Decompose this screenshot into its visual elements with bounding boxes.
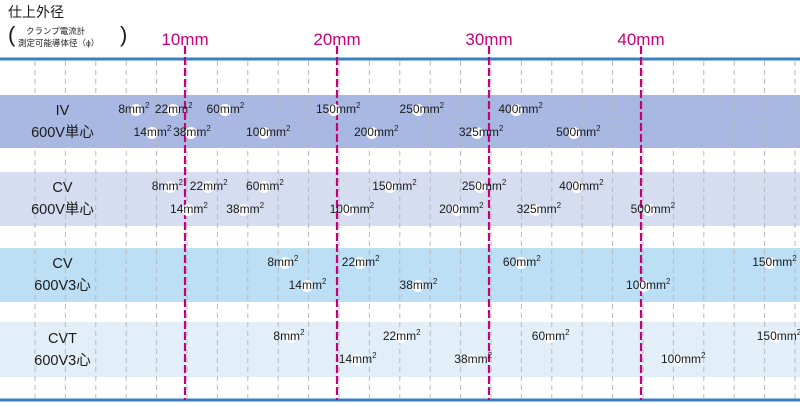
conductor-marker <box>341 204 354 216</box>
conductor-marker <box>514 257 527 269</box>
conductor-marker <box>327 104 340 116</box>
tick-label: 30mm <box>465 30 513 49</box>
conductor-size-label: 60mm2 <box>206 101 245 116</box>
cable-band <box>0 248 800 302</box>
conductor-marker <box>642 204 655 216</box>
conductor-size-label: 400mm2 <box>498 101 543 116</box>
outer-diameter-title: 仕上外径 <box>8 4 64 20</box>
cable-voltage-name: 600V3心 <box>34 278 91 294</box>
cable-voltage-name: 600V3心 <box>34 352 91 369</box>
conductor-size-label: 8mm2 <box>273 328 305 343</box>
conductor-size-label: 60mm2 <box>531 328 570 343</box>
conductor-marker <box>543 331 556 343</box>
conductor-size-label: 150mm2 <box>752 254 797 269</box>
conductor-marker <box>185 127 198 139</box>
tick-label: 10mm <box>161 30 209 49</box>
conductor-size-label: 60mm2 <box>246 178 284 193</box>
conductor-size-label: 500mm2 <box>630 201 676 216</box>
conductor-marker <box>130 104 143 116</box>
conductor-marker <box>218 104 231 116</box>
cable-band <box>0 95 800 148</box>
conductor-marker <box>470 127 483 139</box>
measurable-diameter-label: 測定可能導体径（ϕ） <box>18 38 100 48</box>
conductor-marker <box>145 127 158 139</box>
conductor-marker <box>238 204 251 216</box>
conductor-marker <box>300 280 313 292</box>
conductor-marker <box>571 181 584 193</box>
conductor-size-label: 200mm2 <box>353 124 399 139</box>
conductor-size-label: 325mm2 <box>516 201 562 216</box>
conductor-marker <box>201 181 214 193</box>
conductor-size-label: 325mm2 <box>458 124 504 139</box>
conductor-marker <box>411 280 424 292</box>
conductor-size-label: 22mm2 <box>382 328 421 343</box>
conductor-marker <box>394 331 407 343</box>
cable-type-name: CV <box>52 180 73 196</box>
cable-voltage-name: 600V単心 <box>31 202 94 218</box>
tick-label: 40mm <box>617 30 665 49</box>
conductor-size-label: 150mm2 <box>315 101 361 116</box>
conductor-size-label: 22mm2 <box>154 101 193 116</box>
cable-type-name: CV <box>52 256 73 272</box>
conductor-size-label: 38mm2 <box>454 351 493 366</box>
conductor-marker <box>528 204 541 216</box>
conductor-size-label: 38mm2 <box>399 277 438 292</box>
close-paren: ) <box>120 22 128 47</box>
conductor-marker <box>768 331 781 343</box>
conductor-marker <box>764 257 777 269</box>
conductor-size-label: 22mm2 <box>189 178 228 193</box>
conductor-marker <box>673 354 685 366</box>
conductor-marker <box>510 104 523 116</box>
conductor-size-label: 38mm2 <box>173 124 211 139</box>
conductor-size-label: 250mm2 <box>461 178 507 193</box>
cable-type-name: CVT <box>48 330 77 347</box>
cable-type-name: IV <box>55 102 70 119</box>
conductor-marker <box>568 127 581 139</box>
conductor-size-label: 100mm2 <box>626 277 671 292</box>
conductor-size-label: 38mm2 <box>226 201 265 216</box>
conductor-size-label: 150mm2 <box>756 328 800 343</box>
conductor-size-label: 8mm2 <box>151 178 183 193</box>
conductor-size-label: 22mm2 <box>341 254 380 269</box>
conductor-size-label: 100mm2 <box>661 351 706 366</box>
conductor-marker <box>365 127 378 139</box>
conductor-marker <box>182 204 195 216</box>
conductor-marker <box>279 257 292 269</box>
conductor-marker <box>163 181 176 193</box>
clamp-meter-label: クランプ電流計 <box>26 26 86 36</box>
conductor-size-label: 14mm2 <box>288 277 327 292</box>
conductor-size-label: 100mm2 <box>246 124 291 139</box>
conductor-size-label: 250mm2 <box>399 101 445 116</box>
conductor-marker <box>258 181 271 193</box>
conductor-size-label: 400mm2 <box>559 178 604 193</box>
conductor-size-label: 60mm2 <box>502 254 541 269</box>
conductor-size-label: 200mm2 <box>439 201 484 216</box>
conductor-marker <box>353 257 366 269</box>
conductor-marker <box>166 104 179 116</box>
conductor-size-label: 14mm2 <box>170 201 208 216</box>
conductor-marker <box>411 104 424 116</box>
conductor-size-label: 8mm2 <box>118 101 150 116</box>
conductor-size-label: 14mm2 <box>338 351 377 366</box>
conductor-marker <box>638 280 651 292</box>
conductor-marker <box>473 181 486 193</box>
cable-voltage-name: 600V単心 <box>31 124 94 141</box>
conductor-size-label: 100mm2 <box>329 201 375 216</box>
conductor-size-label: 500mm2 <box>556 124 601 139</box>
conductor-marker <box>466 354 479 366</box>
conductor-size-label: 14mm2 <box>133 124 172 139</box>
conductor-marker <box>451 204 464 216</box>
conductor-size-label: 8mm2 <box>267 254 299 269</box>
conductor-marker <box>285 331 298 343</box>
tick-label: 20mm <box>313 30 361 49</box>
conductor-size-label: 150mm2 <box>372 178 417 193</box>
conductor-marker <box>384 181 397 193</box>
conductor-marker <box>350 354 363 366</box>
conductor-marker <box>258 127 271 139</box>
open-paren: ( <box>8 22 16 47</box>
